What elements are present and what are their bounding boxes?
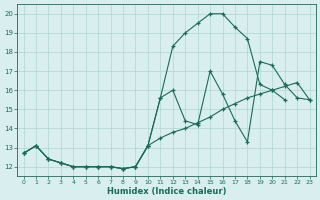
X-axis label: Humidex (Indice chaleur): Humidex (Indice chaleur) [107, 187, 226, 196]
